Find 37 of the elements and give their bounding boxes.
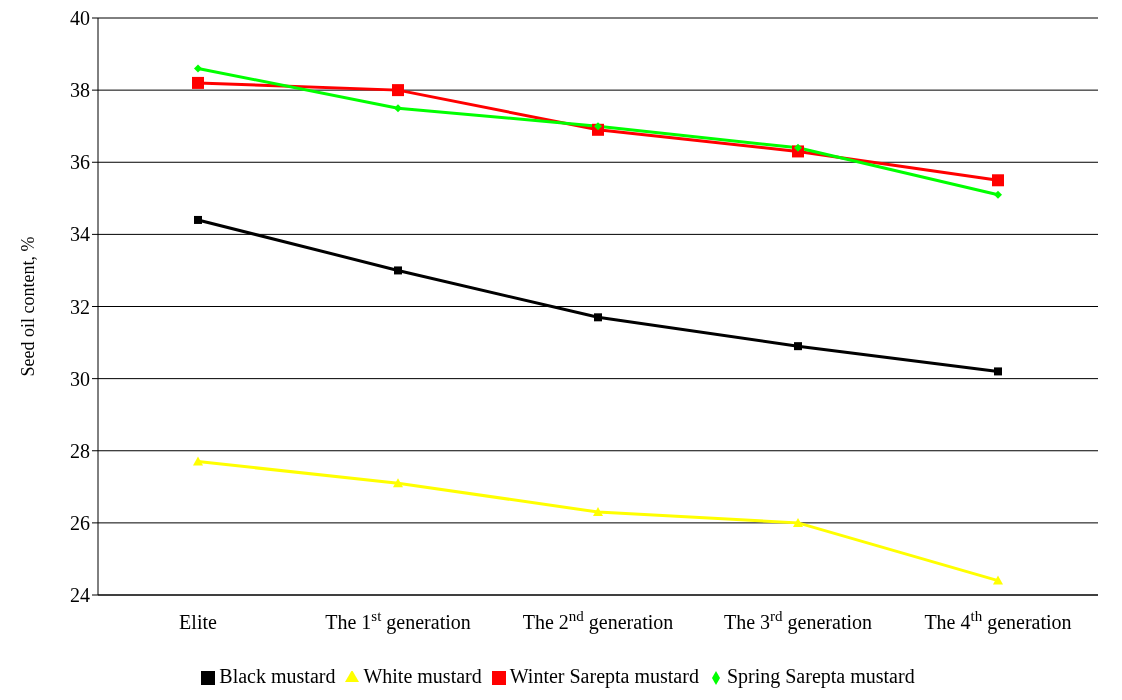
- point: [192, 76, 204, 89]
- y-tick-label: 38: [70, 79, 90, 102]
- y-tick-label: 28: [70, 439, 90, 462]
- y-tick-label: 34: [70, 223, 90, 246]
- legend-label: White mustard: [363, 665, 482, 687]
- point: [994, 367, 1002, 376]
- y-axis-title: Seed oil content, %: [18, 236, 39, 377]
- legend-label: Black mustard: [219, 665, 336, 687]
- legend-label: Spring Sarepta mustard: [726, 665, 915, 687]
- point: [393, 478, 403, 488]
- point: [593, 507, 603, 517]
- y-tick-label: 24: [70, 584, 90, 607]
- point: [993, 575, 1003, 585]
- point: [794, 342, 802, 351]
- point: [794, 143, 802, 152]
- point: [992, 174, 1004, 187]
- y-tick-label: 40: [70, 7, 90, 30]
- point: [594, 313, 602, 322]
- point: [793, 517, 803, 527]
- point: [394, 266, 402, 275]
- x-tick-label: The 1$^{st}$ generation: [325, 608, 471, 634]
- point: [194, 64, 202, 73]
- point: [392, 84, 404, 97]
- point: [394, 104, 402, 113]
- point: [194, 215, 202, 224]
- legend-label: Winter Sarepta mustard: [509, 665, 699, 687]
- x-tick-label: Elite: [179, 611, 217, 633]
- point: [994, 190, 1002, 199]
- point: [594, 122, 602, 131]
- x-tick-label: The 4$^{th}$ generation: [924, 608, 1072, 634]
- y-tick-label: 36: [70, 151, 90, 174]
- y-tick-label: 32: [70, 295, 90, 318]
- point: [193, 456, 203, 466]
- y-tick-label: 30: [70, 367, 90, 390]
- y-tick-label: 26: [70, 511, 90, 534]
- x-tick-label: The 2$^{nd}$ generation: [522, 608, 674, 634]
- x-tick-label: The 3$^{rd}$ generation: [724, 608, 872, 634]
